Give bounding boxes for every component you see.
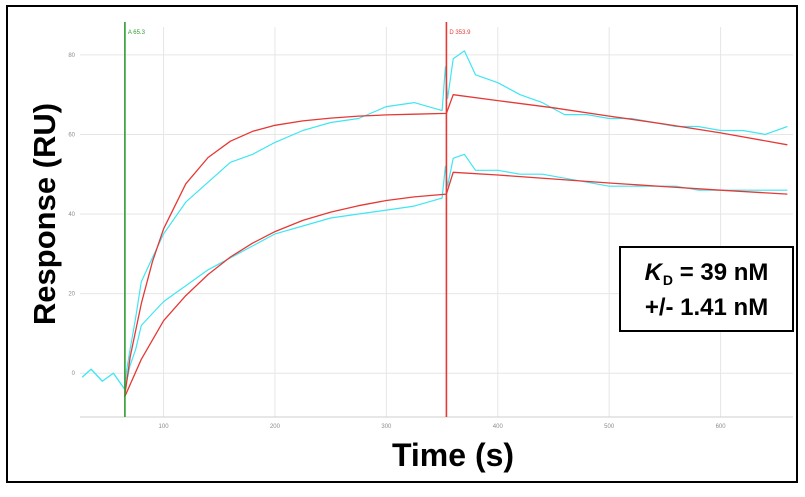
x-tick-label: 100 [159, 424, 170, 430]
x-tick-label: 600 [716, 424, 727, 430]
plot-area: 0 20 40 60 80 100 200 300 400 500 600 A 65.3 D 353… [68, 22, 793, 430]
sensorgram-trace [81, 153, 788, 390]
x-tick-label: 500 [604, 424, 615, 430]
y-tick-label: 20 [68, 292, 75, 298]
kd-error: +/- 1.41 nM [644, 294, 769, 321]
kd-annotation-box: KD = 39 nM +/- 1.41 nM [619, 246, 794, 332]
fit-curve [123, 94, 788, 398]
x-tick-label: 400 [493, 424, 504, 430]
x-tick-label: 300 [381, 424, 392, 430]
event-marker-label: D 353.9 [449, 30, 471, 36]
kd-subscript: D [662, 272, 674, 288]
y-tick-label: 60 [68, 132, 75, 138]
chart-frame: 0 20 40 60 80 100 200 300 400 500 600 A 65.3 D 353… [6, 5, 798, 483]
kd-value-line: KD = 39 nM [621, 259, 792, 288]
y-tick-label: 40 [68, 212, 75, 218]
y-tick-label: 80 [68, 53, 75, 59]
kd-symbol: K [644, 259, 662, 286]
event-marker-label: A 65.3 [128, 30, 146, 36]
y-axis-label: Response (RU) [27, 102, 62, 326]
kd-value: = 39 nM [679, 259, 769, 286]
sensorgram-trace [81, 50, 788, 390]
event-markers: A 65.3 D 353.9 [124, 22, 471, 417]
x-axis-ticks: 100 200 300 400 500 600 [159, 424, 727, 430]
fit-curve [124, 171, 788, 398]
data-series [81, 50, 788, 398]
y-tick-label: 0 [72, 371, 76, 377]
x-axis-label: Time (s) [391, 437, 515, 473]
grid [80, 27, 793, 418]
y-axis-ticks: 0 20 40 60 80 [68, 53, 75, 377]
x-tick-label: 200 [270, 424, 281, 430]
